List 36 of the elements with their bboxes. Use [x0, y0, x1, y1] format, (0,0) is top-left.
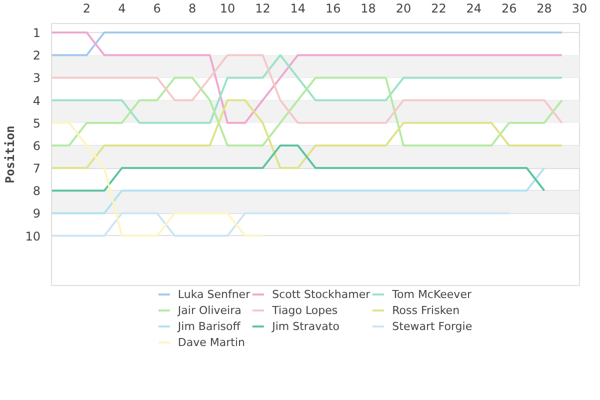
y-tick-label: 4 — [32, 94, 41, 108]
x-tick-label: 24 — [466, 2, 482, 16]
x-tick-label: 22 — [431, 2, 446, 16]
y-tick-label: 5 — [32, 116, 41, 130]
legend-label: Tom McKeever — [392, 287, 472, 301]
x-tick-label: 12 — [255, 2, 270, 16]
y-tick-label: 10 — [25, 229, 41, 244]
legend-label: Scott Stockhamer — [272, 287, 370, 301]
legend-label: Jair Oliveira — [178, 303, 242, 317]
y-tick-label: 2 — [32, 48, 41, 63]
x-tick-label: 16 — [325, 2, 341, 16]
legend-label: Luka Senfner — [178, 287, 250, 301]
y-axis-title: Position — [3, 126, 18, 184]
legend-label: Stewart Forgie — [392, 319, 472, 333]
legend-label: Dave Martin — [178, 335, 246, 349]
legend-label: Tiago Lopes — [272, 303, 338, 317]
x-tick-label: 30 — [572, 2, 588, 16]
legend-label: Jim Barisoff — [178, 319, 240, 333]
y-tick-label: 3 — [32, 71, 41, 86]
x-tick-label: 14 — [290, 2, 306, 16]
x-tick-label: 18 — [360, 2, 376, 16]
y-tick-label: 7 — [32, 162, 41, 176]
x-tick-label: 4 — [118, 2, 126, 16]
x-tick-label: 28 — [536, 2, 552, 16]
y-tick-label: 1 — [32, 26, 41, 40]
x-tick-label: 8 — [188, 2, 196, 16]
x-tick-label: 10 — [220, 2, 236, 16]
legend-label: Jim Stravato — [272, 319, 340, 333]
x-tick-label: 6 — [153, 2, 161, 16]
x-tick-label: 20 — [396, 2, 412, 16]
x-tick-label: 2 — [82, 2, 91, 16]
y-tick-label: 9 — [32, 206, 41, 221]
x-tick-label: 26 — [501, 2, 517, 16]
legend-label: Ross Frisken — [392, 303, 460, 317]
y-tick-label: 6 — [32, 138, 41, 153]
y-tick-label: 8 — [32, 184, 41, 198]
